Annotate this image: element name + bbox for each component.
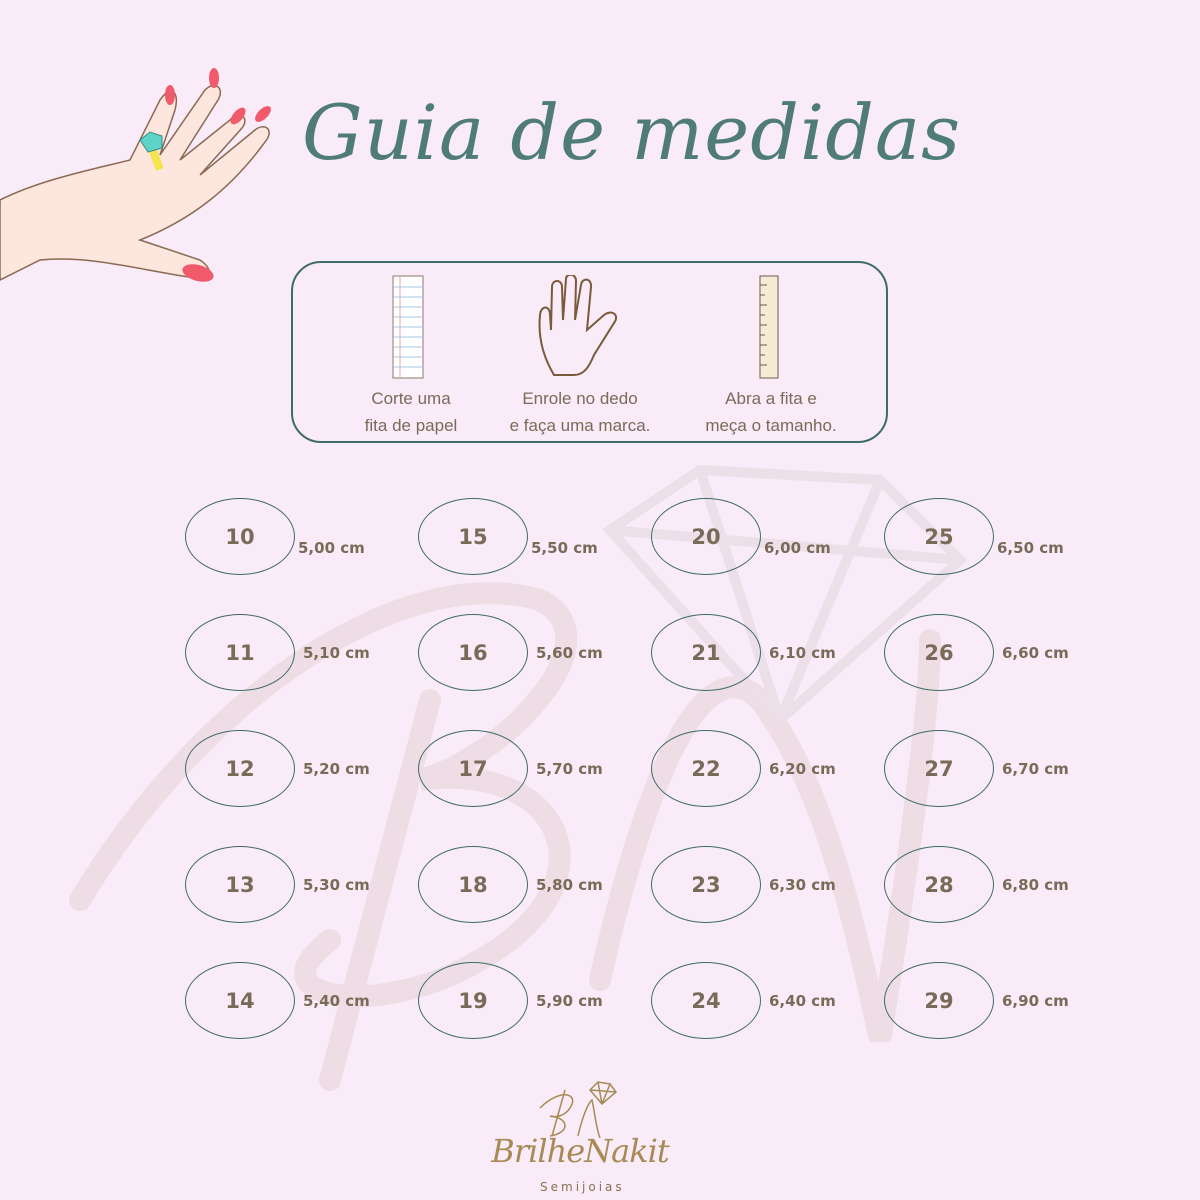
ring-size-measure-26: 6,60 cm (1002, 644, 1069, 662)
ring-size-circle-29: 29 (884, 962, 994, 1039)
brand-logo (539, 1081, 618, 1138)
ring-size-circle-25: 25 (884, 498, 994, 575)
ring-size-circle-20: 20 (651, 498, 761, 575)
ring-size-measure-21: 6,10 cm (769, 644, 836, 662)
ring-size-measure-29: 6,90 cm (1002, 992, 1069, 1010)
ring-size-measure-23: 6,30 cm (769, 876, 836, 894)
ring-size-circle-14: 14 (185, 962, 295, 1039)
ring-size-circle-18: 18 (418, 846, 528, 923)
step-2-line1: Enrole no dedo (522, 389, 638, 408)
hand-with-ring-illustration (0, 68, 271, 282)
instructions-panel: Corte uma fita de papel Enrole no dedo e f… (291, 261, 888, 443)
ring-size-circle-12: 12 (185, 730, 295, 807)
step-1-line2: fita de papel (364, 416, 458, 435)
ring-size-measure-14: 5,40 cm (303, 992, 370, 1010)
ring-size-circle-13: 13 (185, 846, 295, 923)
ring-size-circle-19: 19 (418, 962, 528, 1039)
ruler-icon (759, 275, 779, 379)
ring-size-circle-15: 15 (418, 498, 528, 575)
ring-size-circle-17: 17 (418, 730, 528, 807)
ring-size-measure-25: 6,50 cm (997, 539, 1064, 557)
ring-size-measure-19: 5,90 cm (536, 992, 603, 1010)
step-3-line2: meça o tamanho. (705, 416, 837, 435)
paper-strip-icon (392, 275, 424, 379)
ring-size-measure-28: 6,80 cm (1002, 876, 1069, 894)
ring-size-measure-10: 5,00 cm (298, 539, 365, 557)
ring-size-measure-27: 6,70 cm (1002, 760, 1069, 778)
logo-name: BrilheNakit (491, 1132, 669, 1170)
ring-size-circle-10: 10 (185, 498, 295, 575)
step-2-line2: e faça uma marca. (509, 416, 651, 435)
ring-size-circle-24: 24 (651, 962, 761, 1039)
ring-size-circle-22: 22 (651, 730, 761, 807)
step-1-line1: Corte uma (371, 389, 451, 408)
ring-size-measure-16: 5,60 cm (536, 644, 603, 662)
ring-size-measure-24: 6,40 cm (769, 992, 836, 1010)
ring-size-circle-11: 11 (185, 614, 295, 691)
ring-size-measure-15: 5,50 cm (531, 539, 598, 557)
ring-size-circle-23: 23 (651, 846, 761, 923)
ring-size-circle-27: 27 (884, 730, 994, 807)
ring-size-circle-16: 16 (418, 614, 528, 691)
ring-size-circle-26: 26 (884, 614, 994, 691)
ring-size-measure-11: 5,10 cm (303, 644, 370, 662)
logo-subtitle: Semijoias (540, 1180, 625, 1194)
ring-size-measure-22: 6,20 cm (769, 760, 836, 778)
ring-size-measure-18: 5,80 cm (536, 876, 603, 894)
ring-size-circle-28: 28 (884, 846, 994, 923)
ring-size-circle-21: 21 (651, 614, 761, 691)
step-3-line1: Abra a fita e (725, 389, 817, 408)
ring-size-measure-13: 5,30 cm (303, 876, 370, 894)
page-title: Guia de medidas (302, 88, 962, 177)
hand-icon (538, 275, 618, 376)
ring-size-measure-17: 5,70 cm (536, 760, 603, 778)
ring-size-measure-12: 5,20 cm (303, 760, 370, 778)
ring-size-measure-20: 6,00 cm (764, 539, 831, 557)
